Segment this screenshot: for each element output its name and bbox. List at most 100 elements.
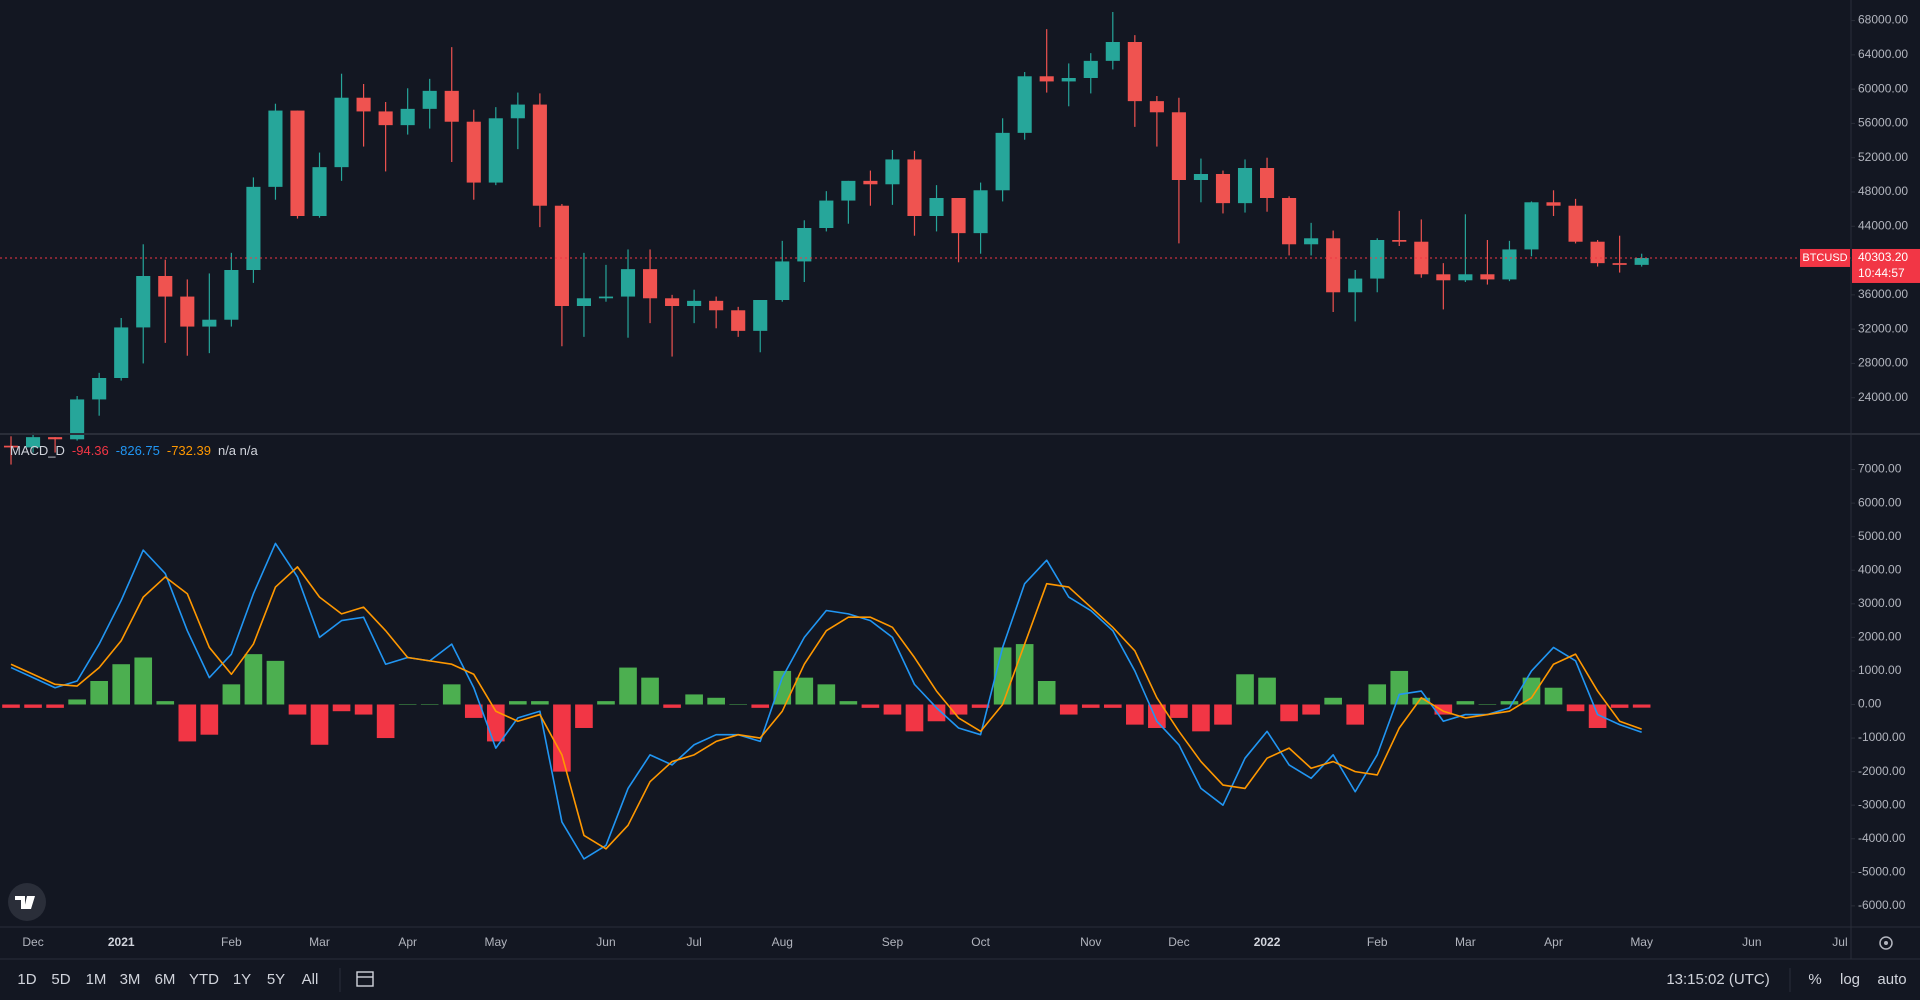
histogram-bar <box>1126 704 1144 725</box>
x-tick-label: Nov <box>1080 935 1101 949</box>
candle-body <box>466 121 481 183</box>
histogram-bar <box>817 684 836 705</box>
candle-body <box>1039 76 1054 82</box>
candle-body <box>731 310 746 331</box>
candle-body <box>907 159 922 216</box>
y-tick-label: 56000.00 <box>1858 116 1908 130</box>
y-tick-label: 2000.00 <box>1858 630 1902 644</box>
symbol-label: BTCUSD <box>1802 252 1847 264</box>
x-tick-label: Mar <box>309 935 330 949</box>
candle-body <box>1061 78 1076 82</box>
histogram-bar <box>949 704 968 715</box>
candle-body <box>400 108 415 126</box>
histogram-bar <box>1192 704 1210 732</box>
histogram-bar <box>1500 701 1519 705</box>
histogram-bar <box>46 704 64 708</box>
histogram-bar <box>1236 674 1254 705</box>
histogram-bar <box>1302 704 1320 715</box>
histogram-bar <box>531 701 549 705</box>
histogram-bar <box>1081 704 1100 708</box>
x-tick-label: Apr <box>398 935 417 949</box>
candle-body <box>1568 205 1583 242</box>
y-tick-label: -4000.00 <box>1858 831 1906 845</box>
candle-body <box>1215 174 1231 204</box>
candle-body <box>1127 42 1142 102</box>
candle-body <box>114 327 129 378</box>
candle-body <box>554 205 569 306</box>
histogram-bar <box>729 704 748 705</box>
histogram-bar <box>1522 677 1541 705</box>
range-button[interactable]: 3M <box>120 971 141 988</box>
candle-body <box>885 159 900 185</box>
histogram-bar <box>244 654 263 705</box>
x-tick-label: Jun <box>1742 935 1761 949</box>
price-tag-label: 40303.20 <box>1858 250 1908 264</box>
histogram-bar <box>354 704 373 715</box>
range-button[interactable]: 6M <box>155 971 176 988</box>
plot-layer <box>0 12 1851 860</box>
y-tick-label: -1000.00 <box>1858 730 1906 744</box>
x-tick-label: Oct <box>971 935 990 949</box>
candle-body <box>290 110 305 216</box>
candle-body <box>70 399 85 440</box>
y-tick-label: -2000.00 <box>1858 764 1906 778</box>
range-button[interactable]: 5Y <box>267 971 285 988</box>
candle-body <box>1634 258 1649 265</box>
y-tick-label: 48000.00 <box>1858 184 1908 198</box>
calendar-icon[interactable] <box>356 971 374 987</box>
histogram-bar <box>1059 704 1078 715</box>
x-tick-label: Dec <box>22 935 43 949</box>
x-tick-label: Apr <box>1544 935 1563 949</box>
histogram-bar <box>200 704 219 735</box>
header-value: -732.39 <box>167 443 211 458</box>
range-button[interactable]: All <box>302 971 319 988</box>
x-tick-label: Feb <box>221 935 242 949</box>
x-tick-label: Jun <box>596 935 615 949</box>
candle-body <box>1171 112 1186 180</box>
histogram-bar <box>332 704 351 712</box>
histogram-bar <box>1478 704 1497 705</box>
clock: 13:15:02 (UTC) <box>1666 971 1769 988</box>
y-tick-label: 7000.00 <box>1858 462 1902 476</box>
histogram-bar <box>993 647 1012 705</box>
histogram-bar <box>464 704 483 718</box>
y-tick-label: 24000.00 <box>1858 390 1908 404</box>
y-tick-label: 68000.00 <box>1858 13 1908 27</box>
scale-option[interactable]: log <box>1840 971 1860 988</box>
x-tick-label: Dec <box>1168 935 1189 949</box>
histogram-bar <box>134 657 153 705</box>
range-button[interactable]: YTD <box>189 971 219 988</box>
y-tick-label: -3000.00 <box>1858 797 1906 811</box>
macd-line <box>10 542 1642 860</box>
histogram-bar <box>310 704 329 745</box>
y-tick-label: 4000.00 <box>1858 562 1902 576</box>
countdown-label: 10:44:57 <box>1858 266 1905 280</box>
header-value: n/a n/a <box>218 443 259 458</box>
histogram-bar <box>1103 704 1122 708</box>
histogram-bar <box>1566 704 1585 712</box>
y-tick-label: 36000.00 <box>1858 287 1908 301</box>
histogram-bar <box>619 667 637 705</box>
candle-body <box>1083 60 1098 78</box>
indicator-header: MACD_D -94.36 -826.75 -732.39 n/a n/a <box>10 443 258 458</box>
range-button[interactable]: 1Y <box>233 971 251 988</box>
histogram-bar <box>90 681 108 705</box>
gear-hub <box>1884 941 1888 945</box>
candle-body <box>576 298 591 306</box>
histogram-bar <box>861 704 880 708</box>
histogram-bar <box>1456 701 1475 705</box>
range-button[interactable]: 1M <box>86 971 107 988</box>
histogram-bar <box>178 704 197 742</box>
range-button[interactable]: 1D <box>17 971 36 988</box>
candle-body <box>1237 168 1253 204</box>
scale-option[interactable]: auto <box>1877 971 1906 988</box>
gear-icon[interactable] <box>1879 936 1893 950</box>
x-tick-label: 2021 <box>108 935 135 949</box>
scale-option[interactable]: % <box>1808 971 1821 988</box>
range-button[interactable]: 5D <box>51 971 70 988</box>
candle-body <box>92 378 107 400</box>
candle-body <box>665 298 680 306</box>
histogram-bar <box>156 701 175 705</box>
candle-body <box>951 198 966 234</box>
